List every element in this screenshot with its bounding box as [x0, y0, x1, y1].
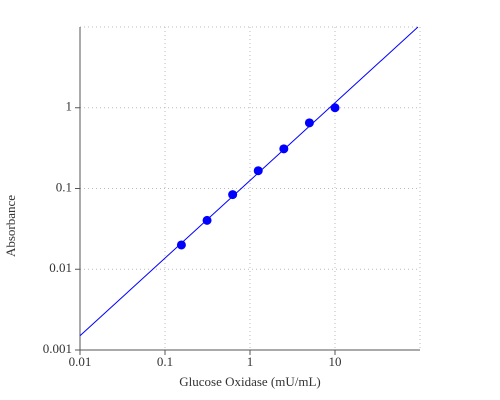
- y-tick-label: 0.1: [56, 179, 72, 194]
- x-axis-label: Glucose Oxidase (mU/mL): [179, 374, 321, 389]
- data-point: [228, 190, 238, 200]
- data-point: [253, 166, 263, 176]
- y-axis-label: Absorbance: [3, 195, 18, 257]
- x-tick-label: 10: [329, 354, 342, 369]
- y-tick-label: 1: [66, 99, 73, 114]
- data-point: [176, 240, 186, 250]
- y-tick-label: 0.001: [43, 341, 72, 356]
- y-tick-label: 0.01: [49, 260, 72, 275]
- x-tick-label: 0.01: [69, 354, 92, 369]
- x-tick-label: 1: [247, 354, 254, 369]
- fit-line: [79, 26, 419, 337]
- x-tick-label: 0.1: [157, 354, 173, 369]
- data-point: [304, 118, 314, 128]
- data-point: [330, 103, 340, 113]
